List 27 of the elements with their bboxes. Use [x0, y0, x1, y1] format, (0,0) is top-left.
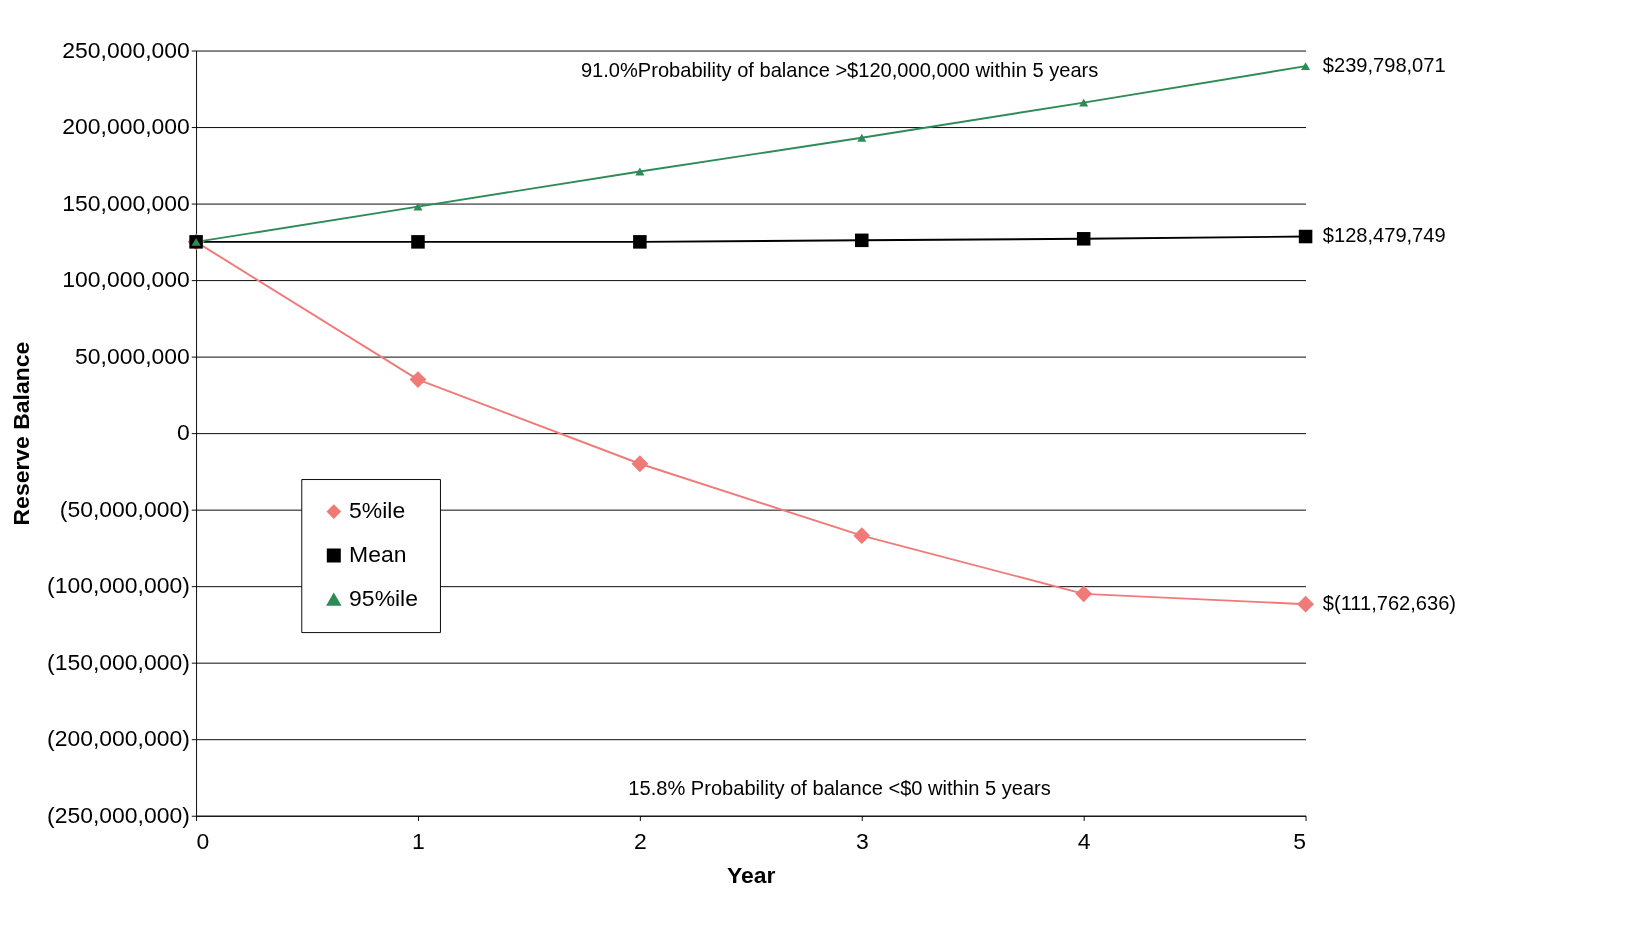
y-tick-label: (100,000,000): [47, 572, 190, 599]
y-tick-label: 100,000,000: [62, 266, 190, 293]
y-tick-label: (200,000,000): [47, 725, 190, 752]
y-tick-label: (250,000,000): [47, 801, 190, 828]
x-tick-label: 2: [633, 827, 647, 854]
legend-label: 95%ile: [349, 585, 418, 612]
x-tick-label: 3: [855, 827, 869, 854]
data-label: $128,479,749: [1322, 224, 1446, 247]
x-tick-label: 1: [412, 827, 425, 854]
data-label: $239,798,071: [1322, 53, 1446, 76]
annotation: 15.8% Probability of balance <$0 within 5 years: [628, 776, 1051, 799]
y-tick-label: (50,000,000): [59, 495, 190, 522]
y-tick-label: 150,000,000: [62, 189, 190, 216]
legend-label: 5%ile: [349, 497, 406, 524]
x-axis-title: Year: [727, 862, 776, 889]
y-tick-label: 200,000,000: [62, 113, 190, 140]
legend-label: Mean: [349, 541, 407, 568]
y-tick-label: 250,000,000: [62, 36, 190, 63]
x-tick-label: 4: [1077, 827, 1091, 854]
y-tick-label: 50,000,000: [75, 342, 190, 369]
y-axis-title: Reserve Balance: [7, 341, 34, 526]
data-label: $(111,762,636): [1322, 591, 1457, 614]
x-tick-label: 5: [1293, 827, 1307, 854]
annotation: 91.0%Probability of balance >$120,000,000 within 5 years: [580, 59, 1099, 82]
x-tick-label: 0: [196, 827, 210, 854]
y-tick-label: (150,000,000): [47, 648, 190, 675]
y-tick-label: 0: [177, 419, 190, 446]
